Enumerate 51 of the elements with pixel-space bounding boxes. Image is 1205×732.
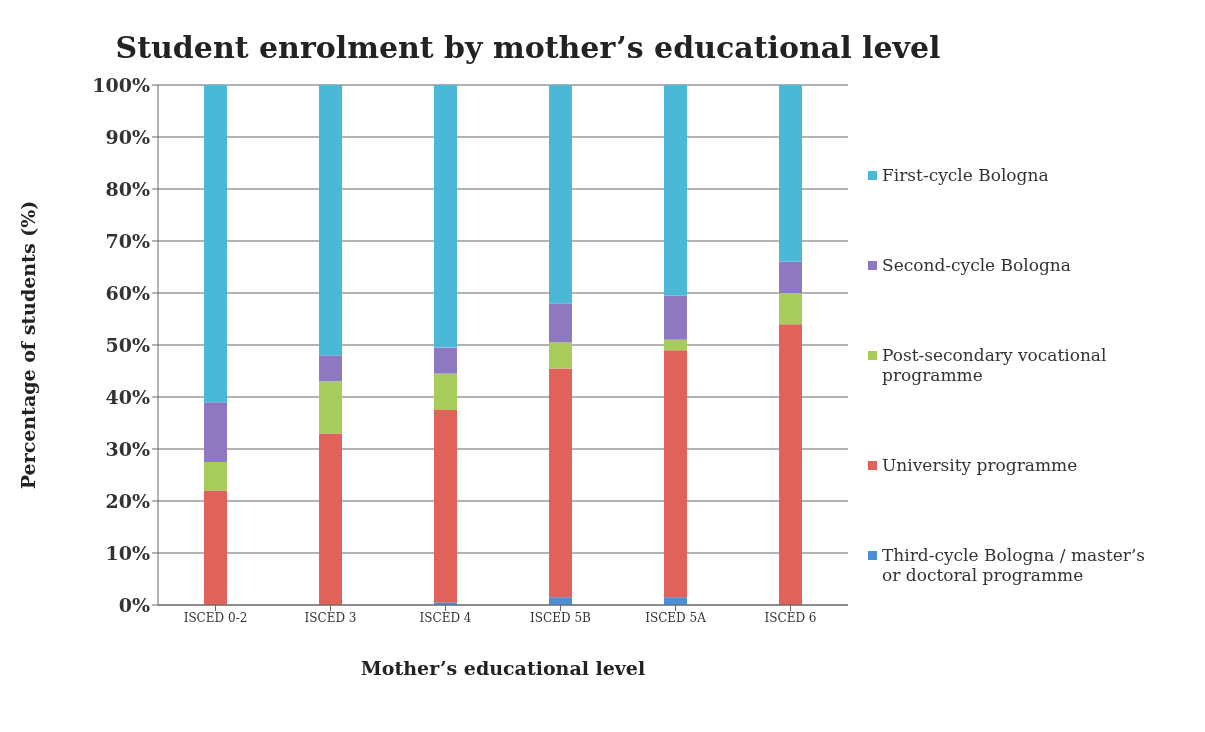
y-tick-label: 70% (105, 229, 150, 252)
y-axis-title: Percentage of students (%) (16, 200, 39, 490)
bar (204, 402, 227, 462)
y-tick-label: 20% (105, 489, 150, 512)
bar (664, 85, 687, 296)
bar (549, 342, 572, 369)
bar (434, 347, 457, 374)
bar (549, 85, 572, 304)
bar (204, 85, 227, 403)
bar (664, 597, 687, 605)
legend-label: University programme (882, 455, 1078, 475)
bar (664, 295, 687, 340)
x-tick-label: ISCED 5A (645, 610, 707, 625)
y-tick-label: 10% (105, 541, 150, 564)
bar (319, 355, 342, 382)
y-tick-label: 100% (92, 73, 150, 96)
bar (664, 339, 687, 351)
y-tick-label: 80% (105, 177, 150, 200)
legend-label: Third-cycle Bologna / master’s or doctoral programme (882, 545, 1147, 585)
bar (434, 85, 457, 348)
chart-title: Student enrolment by mother’s educational level (114, 29, 942, 65)
bar (549, 597, 572, 605)
y-tick-label: 0% (118, 593, 150, 616)
bar (779, 293, 802, 325)
y-tick-label: 50% (105, 333, 150, 356)
y-tick-label: 30% (105, 437, 150, 460)
x-tick-label: ISCED 0-2 (183, 610, 248, 625)
bar (434, 410, 457, 603)
bar (319, 381, 342, 434)
bar (204, 462, 227, 491)
legend-label: First-cycle Bologna (882, 165, 1049, 185)
bar (319, 85, 342, 356)
x-tick-label: ISCED 5B (530, 610, 592, 625)
y-tick-label: 60% (105, 281, 150, 304)
bar (779, 324, 802, 605)
bar (779, 85, 802, 262)
bar (549, 368, 572, 598)
bar (779, 261, 802, 293)
bar (434, 373, 457, 410)
legend-label: Second-cycle Bologna (882, 255, 1071, 275)
x-tick-label: ISCED 3 (304, 610, 357, 625)
x-tick-label: ISCED 4 (419, 610, 472, 625)
legend-label: Post-secondary vocational programme (882, 345, 1108, 385)
y-tick-label: 40% (105, 385, 150, 408)
y-tick-label: 90% (105, 125, 150, 148)
bar (204, 490, 227, 605)
x-tick-label: ISCED 6 (764, 610, 817, 625)
bar (664, 350, 687, 598)
x-axis-title: Mother’s educational level (360, 657, 646, 679)
bar (319, 433, 342, 605)
bar (549, 303, 572, 343)
